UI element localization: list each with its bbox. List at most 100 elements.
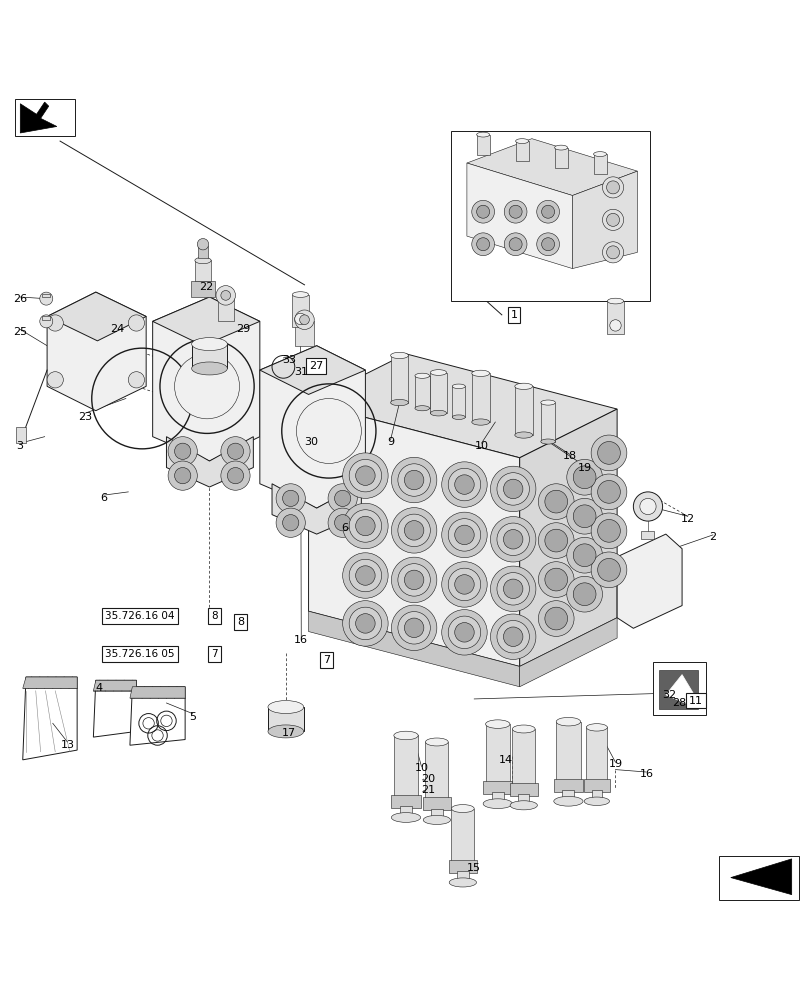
Circle shape	[221, 461, 250, 490]
Polygon shape	[47, 292, 146, 411]
Text: 19: 19	[607, 759, 622, 769]
Circle shape	[597, 558, 620, 581]
Circle shape	[391, 457, 436, 503]
Text: 21: 21	[420, 785, 435, 795]
Text: 6: 6	[341, 523, 347, 533]
Text: 1: 1	[510, 310, 517, 320]
Circle shape	[538, 484, 573, 519]
Ellipse shape	[191, 338, 227, 351]
Circle shape	[609, 320, 620, 331]
Circle shape	[633, 492, 662, 521]
Ellipse shape	[586, 724, 607, 731]
Ellipse shape	[554, 145, 567, 150]
Circle shape	[349, 607, 381, 640]
Polygon shape	[308, 354, 616, 458]
Circle shape	[536, 200, 559, 223]
Text: 8: 8	[211, 611, 217, 621]
Circle shape	[174, 468, 191, 484]
Circle shape	[476, 205, 489, 218]
Circle shape	[508, 205, 521, 218]
Ellipse shape	[268, 725, 303, 738]
Circle shape	[496, 473, 529, 505]
Text: 27: 27	[308, 361, 323, 371]
Circle shape	[503, 627, 522, 646]
Bar	[423, 797, 450, 810]
Circle shape	[328, 484, 357, 513]
Circle shape	[544, 568, 567, 591]
Circle shape	[476, 238, 489, 251]
Circle shape	[541, 205, 554, 218]
Bar	[191, 281, 215, 297]
Circle shape	[276, 484, 305, 513]
Bar	[641, 531, 654, 539]
Text: 12: 12	[680, 514, 694, 524]
Text: 30: 30	[303, 437, 318, 447]
Polygon shape	[572, 171, 637, 269]
Text: 4: 4	[96, 683, 102, 693]
Bar	[540, 403, 555, 442]
Bar	[431, 809, 442, 820]
Circle shape	[128, 372, 144, 388]
Circle shape	[566, 498, 602, 534]
Circle shape	[296, 398, 361, 463]
Ellipse shape	[390, 352, 408, 359]
Ellipse shape	[471, 370, 489, 376]
Ellipse shape	[195, 257, 211, 264]
Ellipse shape	[391, 813, 420, 822]
Bar	[191, 344, 227, 368]
Ellipse shape	[515, 139, 528, 144]
Bar	[450, 131, 649, 301]
Text: 7: 7	[211, 649, 217, 659]
Circle shape	[454, 623, 474, 642]
Ellipse shape	[393, 731, 418, 740]
Circle shape	[397, 514, 430, 547]
Circle shape	[573, 544, 595, 567]
Circle shape	[544, 607, 567, 630]
Text: 8: 8	[237, 617, 243, 627]
Circle shape	[391, 605, 436, 651]
Bar	[16, 427, 26, 443]
Circle shape	[197, 239, 208, 250]
Circle shape	[544, 529, 567, 552]
Polygon shape	[47, 292, 146, 341]
Ellipse shape	[292, 292, 308, 297]
Circle shape	[174, 354, 239, 419]
Bar	[448, 860, 476, 873]
Circle shape	[490, 466, 535, 512]
Circle shape	[448, 616, 480, 649]
Circle shape	[454, 475, 474, 494]
Circle shape	[448, 468, 480, 501]
Circle shape	[397, 464, 430, 496]
Text: 33: 33	[281, 355, 296, 365]
Circle shape	[454, 575, 474, 594]
Circle shape	[508, 238, 521, 251]
Circle shape	[294, 310, 314, 329]
Bar	[471, 373, 489, 422]
Polygon shape	[23, 677, 77, 760]
Text: 35.726.16 05: 35.726.16 05	[105, 649, 174, 659]
Circle shape	[597, 481, 620, 503]
Polygon shape	[260, 346, 365, 394]
Ellipse shape	[540, 439, 555, 444]
Bar	[391, 795, 420, 808]
Circle shape	[566, 459, 602, 495]
Circle shape	[573, 466, 595, 489]
Circle shape	[541, 238, 554, 251]
Text: 24: 24	[110, 324, 125, 334]
Circle shape	[503, 530, 522, 549]
Ellipse shape	[483, 799, 512, 809]
Circle shape	[602, 209, 623, 230]
Ellipse shape	[423, 815, 450, 824]
Text: 13: 13	[60, 740, 75, 750]
Text: 28: 28	[671, 698, 685, 708]
Ellipse shape	[593, 152, 606, 157]
Circle shape	[391, 557, 436, 603]
Bar	[491, 792, 503, 804]
Circle shape	[221, 291, 230, 300]
Bar	[593, 154, 606, 174]
Circle shape	[355, 516, 375, 536]
Bar	[515, 141, 528, 161]
Bar	[583, 779, 609, 792]
Circle shape	[536, 233, 559, 256]
Bar	[607, 301, 623, 334]
